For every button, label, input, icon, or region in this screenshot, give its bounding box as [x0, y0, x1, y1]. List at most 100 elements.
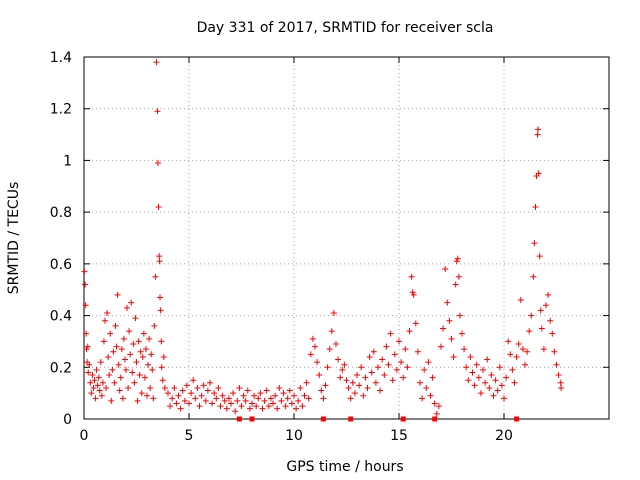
- data-point: [309, 335, 316, 342]
- data-point: [455, 273, 462, 280]
- data-point: [490, 392, 497, 399]
- data-point: [141, 374, 148, 381]
- data-point: [97, 359, 104, 366]
- data-point: [484, 356, 491, 363]
- data-point: [171, 384, 178, 391]
- data-point: [368, 369, 375, 376]
- data-point: [444, 299, 451, 306]
- data-point: [91, 377, 98, 384]
- data-point: [456, 312, 463, 319]
- data-point: [558, 384, 565, 391]
- data-point: [351, 390, 358, 397]
- data-point: [202, 397, 209, 404]
- data-point: [383, 343, 390, 350]
- data-point: [136, 372, 143, 379]
- bottom-marker: [249, 416, 255, 422]
- data-point: [551, 348, 558, 355]
- data-point: [553, 361, 560, 368]
- data-point: [509, 366, 516, 373]
- data-point: [326, 346, 333, 353]
- data-point: [519, 346, 526, 353]
- data-point: [366, 353, 373, 360]
- data-point: [549, 330, 556, 337]
- data-point: [477, 390, 484, 397]
- data-point: [417, 379, 423, 386]
- data-point: [253, 403, 260, 410]
- data-point: [96, 387, 103, 394]
- data-point: [230, 390, 237, 397]
- data-point: [90, 384, 97, 391]
- data-point: [488, 372, 495, 379]
- data-point: [288, 400, 295, 407]
- data-point: [505, 338, 512, 345]
- data-point: [105, 353, 112, 360]
- data-point: [255, 395, 262, 402]
- data-point: [303, 379, 310, 386]
- data-point: [115, 361, 122, 368]
- data-point: [412, 320, 419, 327]
- data-point: [127, 351, 134, 358]
- data-point: [120, 335, 127, 342]
- data-point: [186, 400, 192, 407]
- data-point: [147, 384, 154, 391]
- data-point: [545, 291, 552, 298]
- data-point: [190, 377, 197, 384]
- data-point: [547, 317, 554, 324]
- data-point: [86, 361, 93, 368]
- data-point: [215, 384, 222, 391]
- data-point: [117, 374, 124, 381]
- data-point: [154, 160, 161, 167]
- data-point: [379, 356, 386, 363]
- data-point: [284, 395, 291, 402]
- data-point: [393, 366, 400, 373]
- data-point: [84, 343, 91, 350]
- data-point: [116, 387, 123, 394]
- data-point: [238, 403, 245, 410]
- data-point: [88, 390, 95, 397]
- y-tick-label: 0.4: [50, 309, 72, 325]
- data-point: [150, 395, 157, 402]
- data-point: [503, 374, 510, 381]
- data-point: [341, 361, 348, 368]
- data-point: [167, 403, 174, 410]
- data-point: [535, 170, 542, 177]
- data-point: [108, 397, 115, 404]
- data-point: [404, 364, 411, 371]
- data-point: [328, 328, 335, 335]
- x-tick-label: 15: [390, 428, 408, 444]
- data-point: [507, 351, 514, 358]
- data-point: [132, 315, 139, 322]
- data-point: [305, 395, 312, 402]
- data-point: [389, 377, 396, 384]
- data-point: [423, 384, 430, 391]
- data-point: [240, 392, 247, 399]
- data-point: [156, 253, 163, 260]
- data-point: [144, 392, 150, 399]
- data-point: [318, 387, 325, 394]
- data-point: [511, 379, 518, 386]
- y-tick-label: 1.4: [50, 50, 72, 66]
- data-point: [543, 302, 549, 309]
- data-point: [375, 364, 381, 371]
- data-point: [123, 366, 129, 373]
- data-point: [540, 346, 547, 353]
- data-point: [299, 403, 306, 410]
- data-point: [496, 364, 503, 371]
- data-point: [320, 395, 327, 402]
- data-point: [531, 240, 538, 247]
- data-point: [402, 346, 409, 353]
- data-point: [181, 397, 188, 404]
- data-point: [498, 382, 505, 389]
- data-point: [532, 203, 539, 210]
- data-point: [448, 335, 455, 342]
- data-point: [385, 361, 392, 368]
- data-point: [109, 366, 116, 373]
- data-point: [173, 400, 180, 407]
- data-point: [534, 131, 541, 138]
- data-point: [198, 392, 205, 399]
- data-point: [312, 343, 318, 350]
- data-point: [126, 328, 133, 335]
- data-point: [158, 338, 165, 345]
- bottom-marker: [320, 416, 326, 422]
